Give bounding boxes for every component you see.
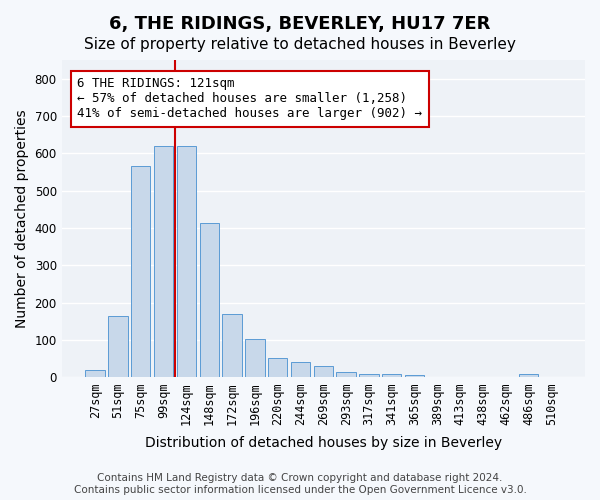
Bar [337, 372, 356, 378]
Text: Contains HM Land Registry data © Crown copyright and database right 2024.
Contai: Contains HM Land Registry data © Crown c… [74, 474, 526, 495]
Bar [154, 146, 173, 378]
Bar [268, 358, 287, 378]
Text: Size of property relative to detached houses in Beverley: Size of property relative to detached ho… [84, 38, 516, 52]
Bar [382, 374, 401, 378]
Bar [245, 339, 265, 378]
Bar [359, 374, 379, 378]
Text: 6 THE RIDINGS: 121sqm
← 57% of detached houses are smaller (1,258)
41% of semi-d: 6 THE RIDINGS: 121sqm ← 57% of detached … [77, 78, 422, 120]
Y-axis label: Number of detached properties: Number of detached properties [15, 110, 29, 328]
Bar [108, 316, 128, 378]
Bar [223, 314, 242, 378]
Bar [405, 376, 424, 378]
Bar [314, 366, 333, 378]
Bar [519, 374, 538, 378]
X-axis label: Distribution of detached houses by size in Beverley: Distribution of detached houses by size … [145, 436, 502, 450]
Bar [131, 166, 151, 378]
Bar [85, 370, 105, 378]
Bar [177, 146, 196, 378]
Bar [200, 223, 219, 378]
Text: 6, THE RIDINGS, BEVERLEY, HU17 7ER: 6, THE RIDINGS, BEVERLEY, HU17 7ER [109, 15, 491, 33]
Bar [291, 362, 310, 378]
